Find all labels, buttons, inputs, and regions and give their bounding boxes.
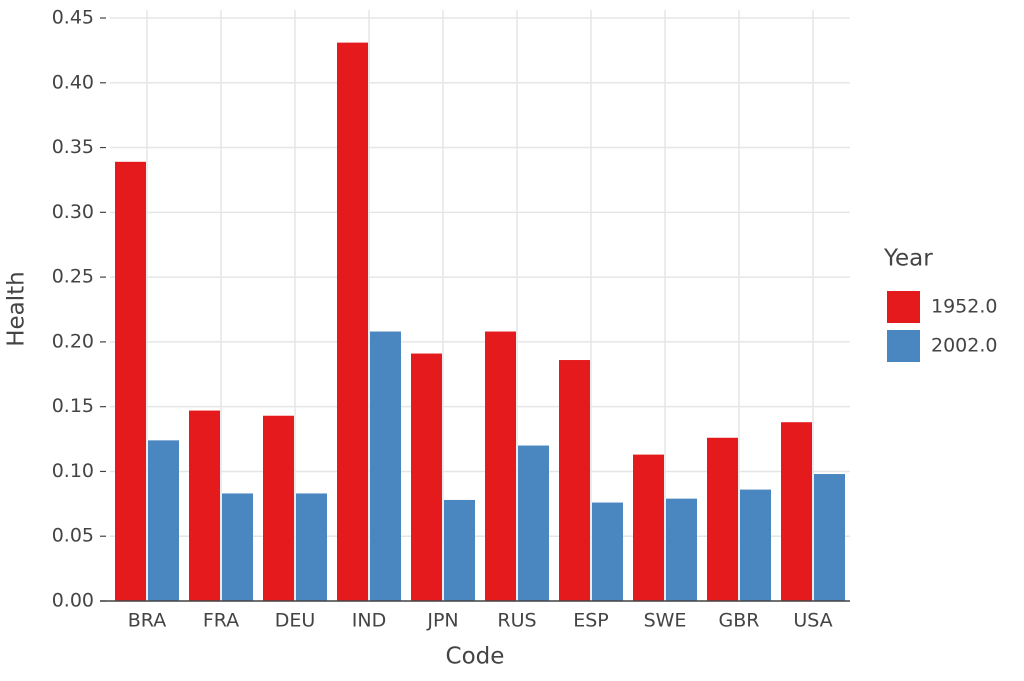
y-tick-label: 0.05 (52, 525, 94, 547)
y-tick-label: 0.40 (52, 71, 94, 93)
y-tick-label: 0.35 (52, 136, 94, 158)
bar (148, 440, 179, 601)
bar (337, 42, 368, 602)
x-tick-label: DEU (275, 610, 316, 632)
x-tick-label: FRA (203, 610, 239, 632)
x-tick-label: SWE (644, 610, 687, 632)
x-tick-label: ESP (573, 610, 609, 632)
legend-label: 2002.0 (931, 335, 997, 357)
bar (707, 437, 738, 601)
bar (740, 489, 771, 601)
bar (633, 454, 664, 601)
y-tick-label: 0.15 (52, 395, 94, 417)
bar (559, 360, 590, 601)
x-tick-label: GBR (719, 610, 760, 632)
bar (592, 502, 623, 601)
bar (781, 422, 812, 601)
x-tick-label: RUS (497, 610, 536, 632)
x-tick-label: IND (352, 610, 386, 632)
bar (189, 410, 220, 601)
bar (485, 331, 516, 601)
bar (370, 331, 401, 601)
y-tick-label: 0.00 (52, 590, 94, 612)
x-tick-label: USA (793, 610, 832, 632)
legend-title: Year (883, 246, 933, 272)
bar (296, 493, 327, 601)
bar (666, 498, 697, 601)
x-tick-label: JPN (426, 610, 458, 632)
bar (222, 493, 253, 601)
x-tick-label: BRA (128, 610, 166, 632)
bar (411, 353, 442, 601)
y-tick-label: 0.30 (52, 201, 94, 223)
x-axis-label: Code (446, 644, 505, 670)
legend-swatch (887, 291, 920, 323)
y-tick-label: 0.20 (52, 330, 94, 352)
bar (814, 474, 845, 601)
bar (115, 161, 146, 601)
bar (263, 415, 294, 601)
y-tick-label: 0.10 (52, 460, 94, 482)
y-axis-label: Health (4, 271, 30, 347)
legend-swatch (887, 330, 920, 362)
bar (518, 445, 549, 601)
bar (444, 499, 475, 601)
legend-label: 1952.0 (931, 296, 997, 318)
y-tick-label: 0.25 (52, 266, 94, 288)
y-tick-label: 0.45 (52, 7, 94, 29)
